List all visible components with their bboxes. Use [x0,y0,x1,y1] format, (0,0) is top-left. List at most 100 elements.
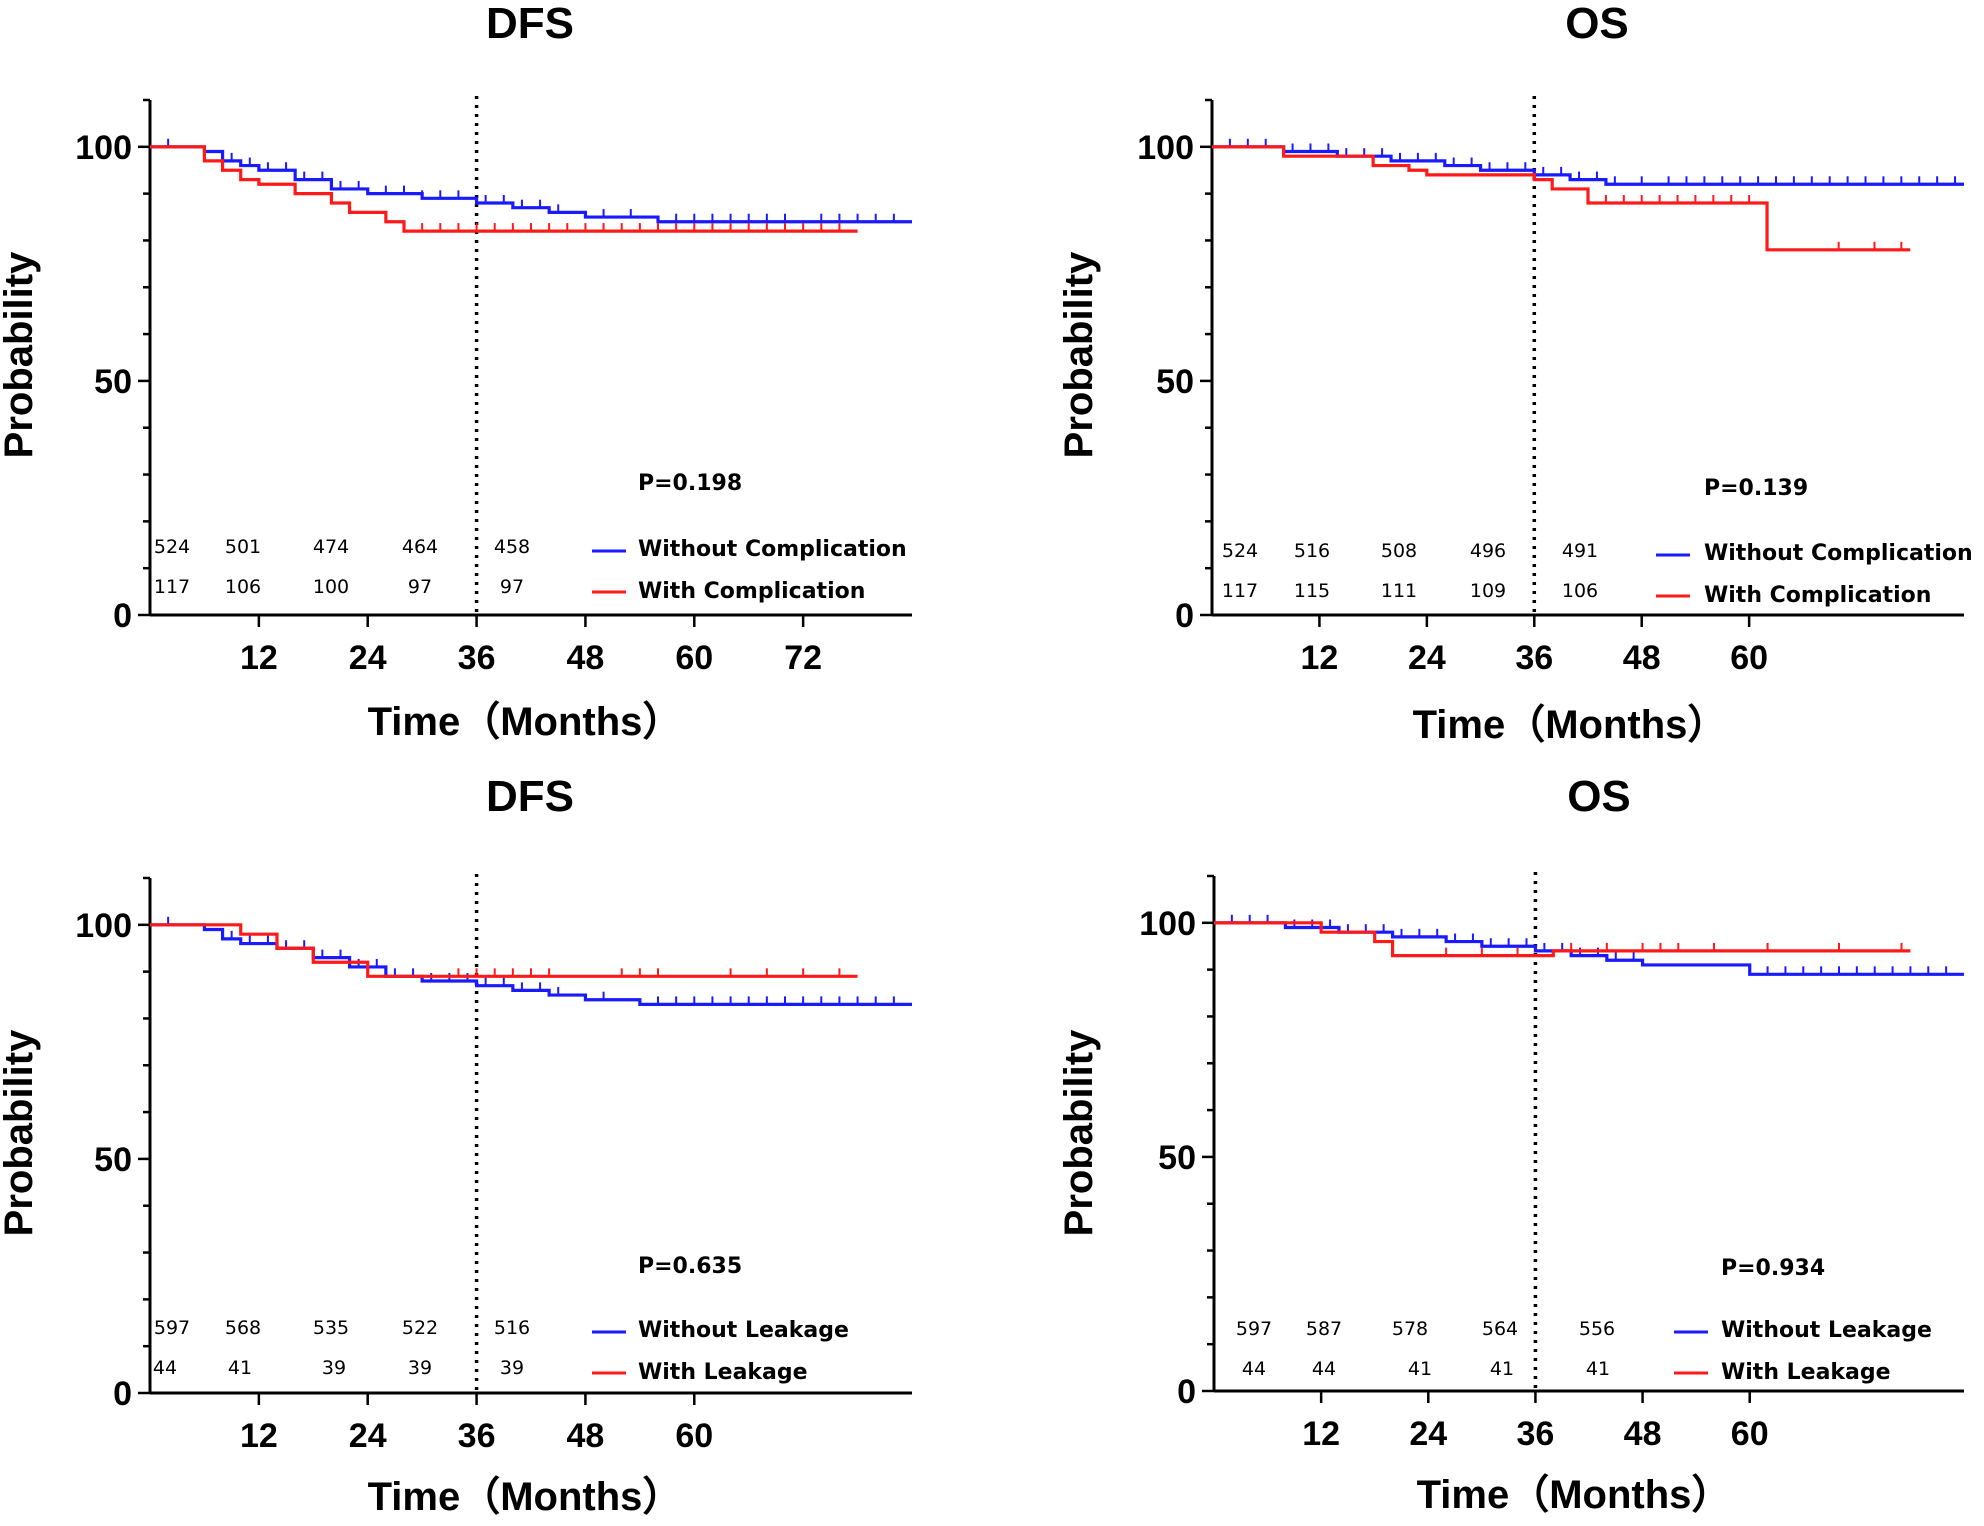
risk-count: 564 [1482,1318,1518,1340]
risk-count: 597 [154,1317,190,1339]
risk-count: 97 [408,576,432,598]
x-tick-label: 60 [675,639,713,677]
x-axis-label: Time（Months） [1413,703,1728,747]
y-tick-label: 0 [113,1375,132,1413]
panel-os-leakage: OS Probability Time（Months） P=0.934 0 50 1… [992,763,1984,1526]
plot-area: 0 50 100 12 24 36 48 60 [1139,872,1964,1453]
legend: Without Complication With Complication [592,537,907,604]
x-tick-label: 12 [1302,1415,1340,1453]
risk-count: 41 [1408,1358,1432,1380]
panel-os-complication: OS Probability Time（Months） P=0.139 0 50 1… [992,0,1984,763]
survival-curve-red [150,145,858,233]
legend-label: Without Leakage [1721,1318,1932,1343]
risk-count: 39 [322,1357,346,1379]
y-tick-label: 100 [75,907,132,945]
panel-dfs-complication: DFS Probability Time（Months） P=0.198 0 50… [0,0,992,763]
x-tick-label: 48 [567,1417,605,1455]
risk-count: 496 [1470,540,1506,562]
risk-count: 516 [494,1317,530,1339]
plot-area: 0 50 100 12 24 36 48 60 72 [75,96,912,677]
risk-count: 464 [402,536,438,558]
legend-label: Without Complication [638,537,907,562]
y-tick-label: 0 [1177,1373,1196,1411]
risk-count: 109 [1470,580,1506,602]
risk-count: 516 [1294,540,1330,562]
legend-label: With Leakage [1721,1360,1891,1385]
risk-count: 578 [1392,1318,1428,1340]
x-tick-label: 24 [1409,1415,1447,1453]
p-value: P=0.934 [1721,1256,1825,1281]
risk-count: 39 [500,1357,524,1379]
survival-curve-blue [150,145,912,224]
risk-table: 597 568 535 522 516 44 41 39 39 39 [153,1317,530,1379]
risk-count: 44 [1242,1358,1266,1380]
risk-count: 44 [153,1357,177,1379]
km-chart-dfs-complication: DFS Probability Time（Months） P=0.198 0 50… [0,0,912,744]
legend-label: With Complication [638,579,865,604]
risk-count: 41 [1586,1358,1610,1380]
panel-dfs-leakage: DFS Probability Time（Months） P=0.635 0 50… [0,763,992,1526]
y-tick-label: 0 [1175,597,1194,635]
risk-count: 474 [313,536,349,558]
risk-count: 115 [1294,580,1330,602]
survival-curve-red [1214,921,1911,958]
risk-count: 111 [1381,580,1417,602]
survival-curve-blue [1212,145,1964,186]
survival-curve-blue [1214,921,1964,976]
risk-count: 535 [313,1317,349,1339]
legend: Without Complication With Complication [1656,541,1973,608]
risk-count: 556 [1579,1318,1615,1340]
y-axis-label: Probability [1057,1029,1101,1236]
plot-area: 0 50 100 12 24 36 48 60 [75,874,912,1455]
y-tick-label: 50 [1156,363,1194,401]
x-tick-label: 24 [349,639,387,677]
p-value: P=0.198 [638,471,742,496]
km-chart-os-leakage: OS Probability Time（Months） P=0.934 0 50 1… [1057,772,1964,1517]
risk-count: 117 [154,576,190,598]
legend-label: With Complication [1704,583,1931,608]
p-value: P=0.635 [638,1254,742,1279]
y-axis-label: Probability [0,1029,41,1236]
risk-table: 524 516 508 496 491 117 115 111 109 106 [1222,540,1598,602]
y-tick-label: 50 [94,363,132,401]
x-tick-label: 36 [1515,639,1553,677]
risk-count: 106 [225,576,261,598]
x-tick-label: 36 [458,639,496,677]
risk-count: 522 [402,1317,438,1339]
x-tick-label: 60 [675,1417,713,1455]
y-tick-label: 100 [1139,905,1196,943]
risk-count: 568 [225,1317,261,1339]
x-tick-label: 12 [240,639,278,677]
y-axis-label: Probability [0,251,41,458]
y-tick-label: 50 [94,1141,132,1179]
chart-title: DFS [486,0,574,48]
y-axis-label: Probability [1057,251,1101,458]
risk-count: 524 [154,536,190,558]
x-tick-label: 48 [567,639,605,677]
risk-count: 44 [1312,1358,1336,1380]
x-tick-label: 72 [784,639,822,677]
risk-count: 117 [1222,580,1258,602]
x-axis-label: Time（Months） [1417,1473,1732,1517]
risk-count: 524 [1222,540,1258,562]
risk-table: 597 587 578 564 556 44 44 41 41 41 [1236,1318,1615,1380]
x-tick-label: 24 [349,1417,387,1455]
p-value: P=0.139 [1704,476,1808,501]
x-tick-label: 48 [1624,1415,1662,1453]
x-tick-label: 48 [1623,639,1661,677]
risk-count: 501 [225,536,261,558]
risk-count: 458 [494,536,530,558]
risk-count: 491 [1562,540,1598,562]
risk-count: 100 [313,576,349,598]
risk-count: 97 [500,576,524,598]
risk-count: 587 [1306,1318,1342,1340]
risk-count: 508 [1381,540,1417,562]
x-axis-label: Time（Months） [368,1475,683,1519]
y-tick-label: 0 [113,597,132,635]
risk-count: 41 [228,1357,252,1379]
legend-label: With Leakage [638,1360,808,1385]
risk-count: 39 [408,1357,432,1379]
chart-title: OS [1567,772,1631,821]
y-tick-label: 100 [75,129,132,167]
chart-title: OS [1565,0,1629,48]
